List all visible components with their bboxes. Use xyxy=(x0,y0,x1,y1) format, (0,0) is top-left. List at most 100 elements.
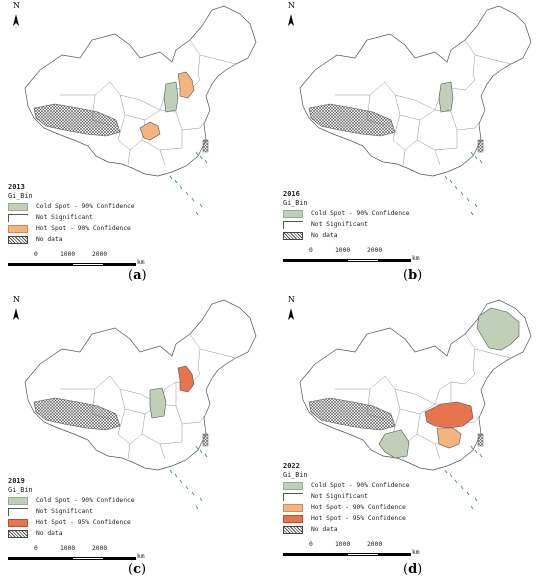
legend-swatch-hot95 xyxy=(8,518,28,527)
scale-segment xyxy=(40,557,72,560)
island-mark xyxy=(474,203,478,208)
legend-swatch-nodata xyxy=(283,231,303,240)
island-mark xyxy=(444,469,448,474)
island-mark xyxy=(191,197,195,202)
scale-segment xyxy=(104,557,136,560)
legend-year: 2019 xyxy=(8,477,25,485)
island-mark xyxy=(460,485,464,490)
province-boundary xyxy=(472,348,476,375)
legend-label: Cold Spot - 90% Confidence xyxy=(311,210,410,217)
island-mark xyxy=(474,497,478,502)
north-arrow-icon xyxy=(288,308,294,320)
china-map xyxy=(13,5,257,216)
legend-label: Hot Spot - 95% Confidence xyxy=(36,519,131,526)
province-boundary xyxy=(414,99,436,111)
province-boundary xyxy=(117,408,143,445)
scale-tick-label: 0 xyxy=(309,247,313,254)
province-boundary xyxy=(189,333,237,359)
scale-segment xyxy=(347,553,379,556)
province-boundary xyxy=(416,119,458,151)
legend-swatch-cold xyxy=(283,481,303,490)
scale-segment xyxy=(283,259,315,262)
taiwan-no-data xyxy=(477,433,484,447)
north-label: N xyxy=(288,1,295,10)
region-xizang-nodata xyxy=(33,397,121,431)
scale-segment xyxy=(379,259,411,262)
province-boundary xyxy=(464,333,512,359)
island-mark xyxy=(466,197,470,202)
island-mark xyxy=(449,179,453,184)
region-xizang-nodata xyxy=(33,103,121,137)
scale-tick-label: 2000 xyxy=(367,247,383,254)
legend-label: Hot Spot - 95% Confidence xyxy=(311,515,406,522)
island-mark xyxy=(195,151,199,156)
region-beijing-tianjin-hebei-hot90 xyxy=(177,71,195,99)
scale-segment xyxy=(8,263,40,266)
legend-label: Cold Spot - 90% Confidence xyxy=(36,497,135,504)
scale-segment xyxy=(8,557,40,560)
panel-caption: (d) xyxy=(403,562,423,577)
china-map xyxy=(13,299,257,510)
legend-swatch-hot95 xyxy=(283,514,303,523)
legend-title: Gi_Bin xyxy=(8,486,33,494)
caption-letter: a xyxy=(133,268,142,283)
china-map xyxy=(288,299,532,510)
province-boundary xyxy=(175,382,183,442)
legend-label: Not Significant xyxy=(311,493,368,500)
legend: 2013 Gi_Bin Cold Spot - 90% Confidence Not … xyxy=(8,183,135,245)
province-boundary xyxy=(139,99,161,111)
legend-swatch-nodata xyxy=(8,529,28,538)
island-mark xyxy=(199,155,203,160)
legend: 2016 Gi_Bin Cold Spot - 90% Confidence Not … xyxy=(283,190,410,241)
province-boundary xyxy=(60,81,141,101)
legend-title: Gi_Bin xyxy=(8,192,33,200)
region-shaanxi-cold xyxy=(149,387,167,419)
scale-tick-label: 2000 xyxy=(367,541,383,548)
province-boundary xyxy=(60,375,141,395)
island-mark xyxy=(460,191,464,196)
island-mark xyxy=(204,159,208,164)
legend-item-nodata: No data xyxy=(283,230,410,241)
north-arrow-icon xyxy=(13,14,19,26)
legend-label: Not Significant xyxy=(36,508,93,515)
legend-item-nodata: No data xyxy=(8,234,135,245)
legend-swatch-nodata xyxy=(8,235,28,244)
legend-item-ns: Not Significant xyxy=(8,212,135,223)
legend-swatch-hot90 xyxy=(283,503,303,512)
island-mark xyxy=(479,453,483,458)
north-label: N xyxy=(13,295,20,304)
map-panel-c: N 2019 Gi_Bin Cold Spot - 90% Confidence Not… xyxy=(0,294,275,588)
north-arrow-icon xyxy=(13,308,19,320)
panel-caption: (c) xyxy=(128,562,147,577)
province-boundary xyxy=(414,393,436,405)
legend-year: 2022 xyxy=(283,462,300,470)
legend-item-ns: Not Significant xyxy=(283,491,410,502)
province-boundary xyxy=(189,39,237,65)
legend-swatch-cold xyxy=(8,202,28,211)
scale-tick-label: 1000 xyxy=(60,545,76,552)
legend-item-ns: Not Significant xyxy=(8,506,135,517)
legend-swatch-cold xyxy=(283,209,303,218)
legend-item-cold: Cold Spot - 90% Confidence xyxy=(8,201,135,212)
scale-tick-label: 1000 xyxy=(60,251,76,258)
scale-segment xyxy=(72,557,104,560)
china-map xyxy=(288,5,532,216)
legend: 2022 Gi_Bin Cold Spot - 90% Confidence Not … xyxy=(283,462,410,535)
island-mark xyxy=(199,203,203,208)
north-label: N xyxy=(13,1,20,10)
island-mark xyxy=(174,473,178,478)
island-mark xyxy=(470,505,474,510)
map-panel-b: N 2016 Gi_Bin Cold Spot - 90% Confidence Not… xyxy=(275,0,550,294)
caption-letter: b xyxy=(408,268,418,283)
scale-segment xyxy=(283,553,315,556)
scale-segment xyxy=(379,553,411,556)
caption-letter: d xyxy=(408,562,418,577)
legend-swatch-ns xyxy=(283,492,303,501)
scale-tick-label: 0 xyxy=(34,545,38,552)
legend-swatch-ns xyxy=(8,507,28,516)
island-mark xyxy=(470,445,474,450)
province-boundary xyxy=(141,413,183,445)
scale-segment xyxy=(347,259,379,262)
island-mark xyxy=(169,175,173,180)
legend-item-cold: Cold Spot - 90% Confidence xyxy=(283,208,410,219)
